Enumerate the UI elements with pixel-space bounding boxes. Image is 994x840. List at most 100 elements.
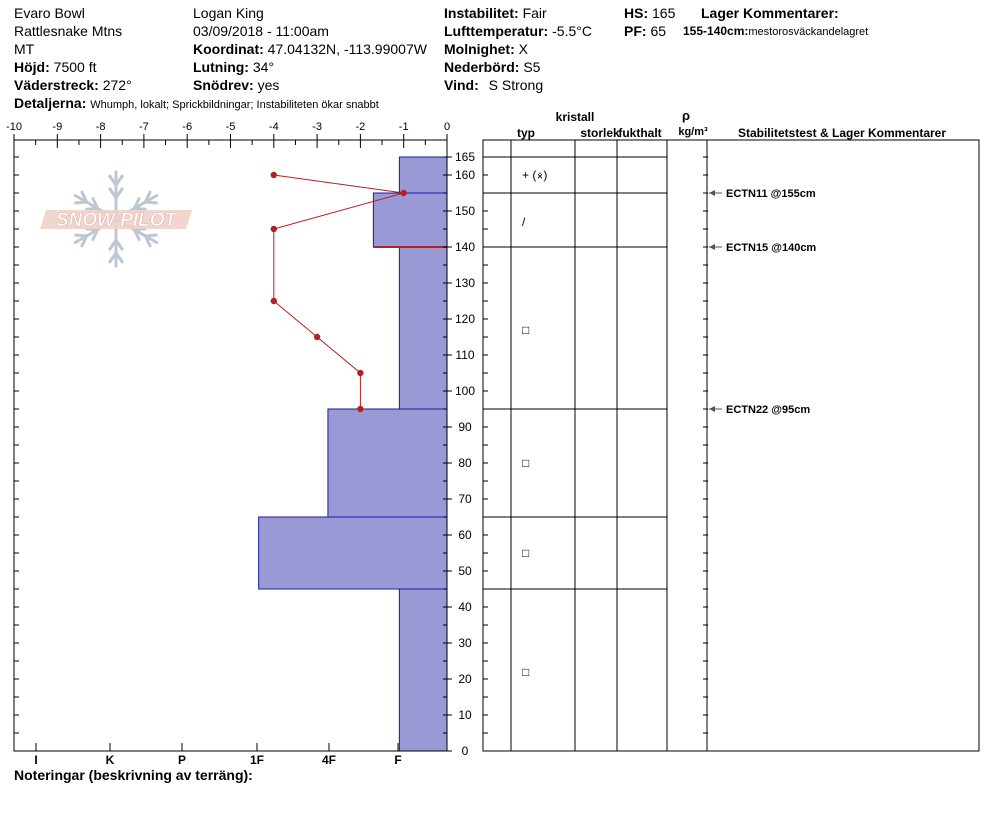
- drift-field: Snödrev: yes: [193, 76, 279, 94]
- temp-tick-label: -7: [139, 121, 149, 133]
- wind-field: Vind: S Strong: [444, 76, 543, 94]
- slope-field: Lutning: 34°: [193, 58, 274, 76]
- pf-value: 65: [650, 23, 667, 39]
- hardness-layer-4: [258, 516, 448, 590]
- hs-field: HS: 165: [624, 4, 675, 22]
- temp-tick-label: -3: [312, 121, 322, 133]
- clouds-value: X: [518, 41, 528, 57]
- type-header: typ: [517, 126, 535, 140]
- hardness-tick-label: K: [106, 753, 115, 767]
- height-tick-label: 50: [458, 564, 472, 578]
- crystal-header: kristall: [556, 110, 595, 124]
- stability-test-label: ECTN22 @95cm: [726, 404, 810, 416]
- height-tick-label: 10: [458, 708, 472, 722]
- size-header: storlek: [580, 126, 620, 140]
- coordinate-label: Koordinat:: [193, 41, 264, 57]
- stability-arrow-head: [709, 190, 715, 196]
- height-tick-label: 80: [458, 456, 472, 470]
- aspect-value: 272°: [102, 77, 132, 93]
- notes-label: Noteringar (beskrivning av terräng):: [14, 767, 253, 783]
- elevation-value: 7500 ft: [53, 59, 97, 75]
- clouds-label: Molnighet:: [444, 41, 515, 57]
- stability-test-label: ECTN11 @155cm: [726, 188, 816, 200]
- temp-tick-label: -2: [356, 121, 366, 133]
- hardness-tick-label: P: [178, 753, 186, 767]
- stability-arrow-head: [709, 244, 715, 250]
- airtemp-label: Lufttemperatur:: [444, 23, 549, 39]
- pf-label: PF:: [624, 23, 647, 39]
- height-tick-label: 40: [458, 600, 472, 614]
- hardness-tick-label: 1F: [250, 753, 264, 767]
- height-tick-label: 90: [458, 420, 472, 434]
- stability-header: Stabilitetstest & Lager Kommentarer: [738, 126, 946, 140]
- temp-tick-label: -9: [52, 121, 62, 133]
- height-tick-label: 30: [458, 636, 472, 650]
- precip-value: S5: [523, 59, 541, 75]
- temp-tick-label: -10: [6, 121, 22, 133]
- layer-comment-text: mestorosväckandelagret: [748, 26, 869, 38]
- rho-header: ρ: [682, 108, 690, 123]
- hardness-layer-0: [398, 156, 448, 194]
- hs-value: 165: [652, 5, 676, 21]
- hardness-tick-label: I: [34, 753, 37, 767]
- crystal-type-symbol: □: [522, 546, 529, 560]
- temp-tick-label: -8: [96, 121, 106, 133]
- coordinate-value: 47.04132N, -113.99007W: [267, 41, 427, 57]
- temperature-point: [357, 405, 364, 413]
- precip-field: Nederbörd: S5: [444, 58, 540, 76]
- temp-tick-label: -1: [399, 121, 409, 133]
- stability-test-label: ECTN15 @140cm: [726, 242, 816, 254]
- hardness-tick-label: F: [394, 753, 401, 767]
- hs-label: HS:: [624, 5, 649, 21]
- observer-name: Logan King: [193, 5, 264, 21]
- height-tick-label: 160: [455, 168, 475, 182]
- observation-datetime: 03/09/2018 - 11:00am: [193, 23, 329, 39]
- temperature-point: [270, 297, 277, 305]
- precip-label: Nederbörd:: [444, 59, 520, 75]
- height-tick-label: 20: [458, 672, 472, 686]
- aspect-field: Väderstreck: 272°: [14, 76, 132, 94]
- airtemp-field: Lufttemperatur: -5.5°C: [444, 22, 592, 40]
- height-tick-label: 0: [462, 744, 469, 758]
- crystal-type-symbol: □: [522, 456, 529, 470]
- height-tick-label: 70: [458, 492, 472, 506]
- drift-label: Snödrev:: [193, 77, 254, 93]
- temp-tick-label: -4: [269, 121, 279, 133]
- instability-field: Instabilitet: Fair: [444, 4, 547, 22]
- crystal-type-symbol: □: [522, 323, 529, 337]
- height-tick-label: 165: [455, 150, 475, 164]
- hardness-layer-2: [398, 246, 448, 410]
- crystal-type-symbol: □: [522, 665, 529, 679]
- details-value: Whumph, lokalt; Sprickbildningar; Instab…: [90, 99, 379, 111]
- range-name: Rattlesnake Mtns: [14, 23, 123, 39]
- temperature-point: [313, 333, 321, 341]
- layer-comment-entry: 155-140cm:mestorosväckandelagret: [683, 22, 868, 41]
- elevation-label: Höjd:: [14, 59, 50, 75]
- temperature-point: [270, 171, 277, 179]
- wind-label: Vind:: [444, 77, 479, 93]
- coordinate-field: Koordinat: 47.04132N, -113.99007W: [193, 40, 427, 58]
- temp-tick-label: 0: [444, 121, 450, 133]
- instability-label: Instabilitet:: [444, 5, 519, 21]
- slope-label: Lutning:: [193, 59, 249, 75]
- instability-value: Fair: [522, 5, 547, 21]
- temp-tick-label: -5: [226, 121, 236, 133]
- density-unit-header: kg/m³: [678, 126, 708, 138]
- clouds-field: Molnighet: X: [444, 40, 528, 58]
- temperature-point: [400, 189, 407, 197]
- wind-value: S Strong: [488, 77, 544, 93]
- pf-field: PF: 65: [624, 22, 666, 40]
- details-label: Detaljerna:: [14, 95, 87, 111]
- hardness-layer-3: [327, 408, 448, 518]
- crystal-type-symbol: + (⨰): [522, 168, 547, 182]
- drift-value: yes: [257, 77, 280, 93]
- details-field: Detaljerna: Whumph, lokalt; Sprickbildni…: [14, 94, 379, 114]
- height-tick-label: 120: [455, 312, 475, 326]
- hardness-layer-1: [372, 192, 448, 248]
- stability-arrow-head: [709, 406, 715, 412]
- height-tick-label: 150: [455, 204, 475, 218]
- height-tick-label: 100: [455, 384, 475, 398]
- logo-text: SNOW PILOT: [56, 210, 178, 231]
- temp-tick-label: -6: [182, 121, 192, 133]
- table-frame: [482, 139, 980, 752]
